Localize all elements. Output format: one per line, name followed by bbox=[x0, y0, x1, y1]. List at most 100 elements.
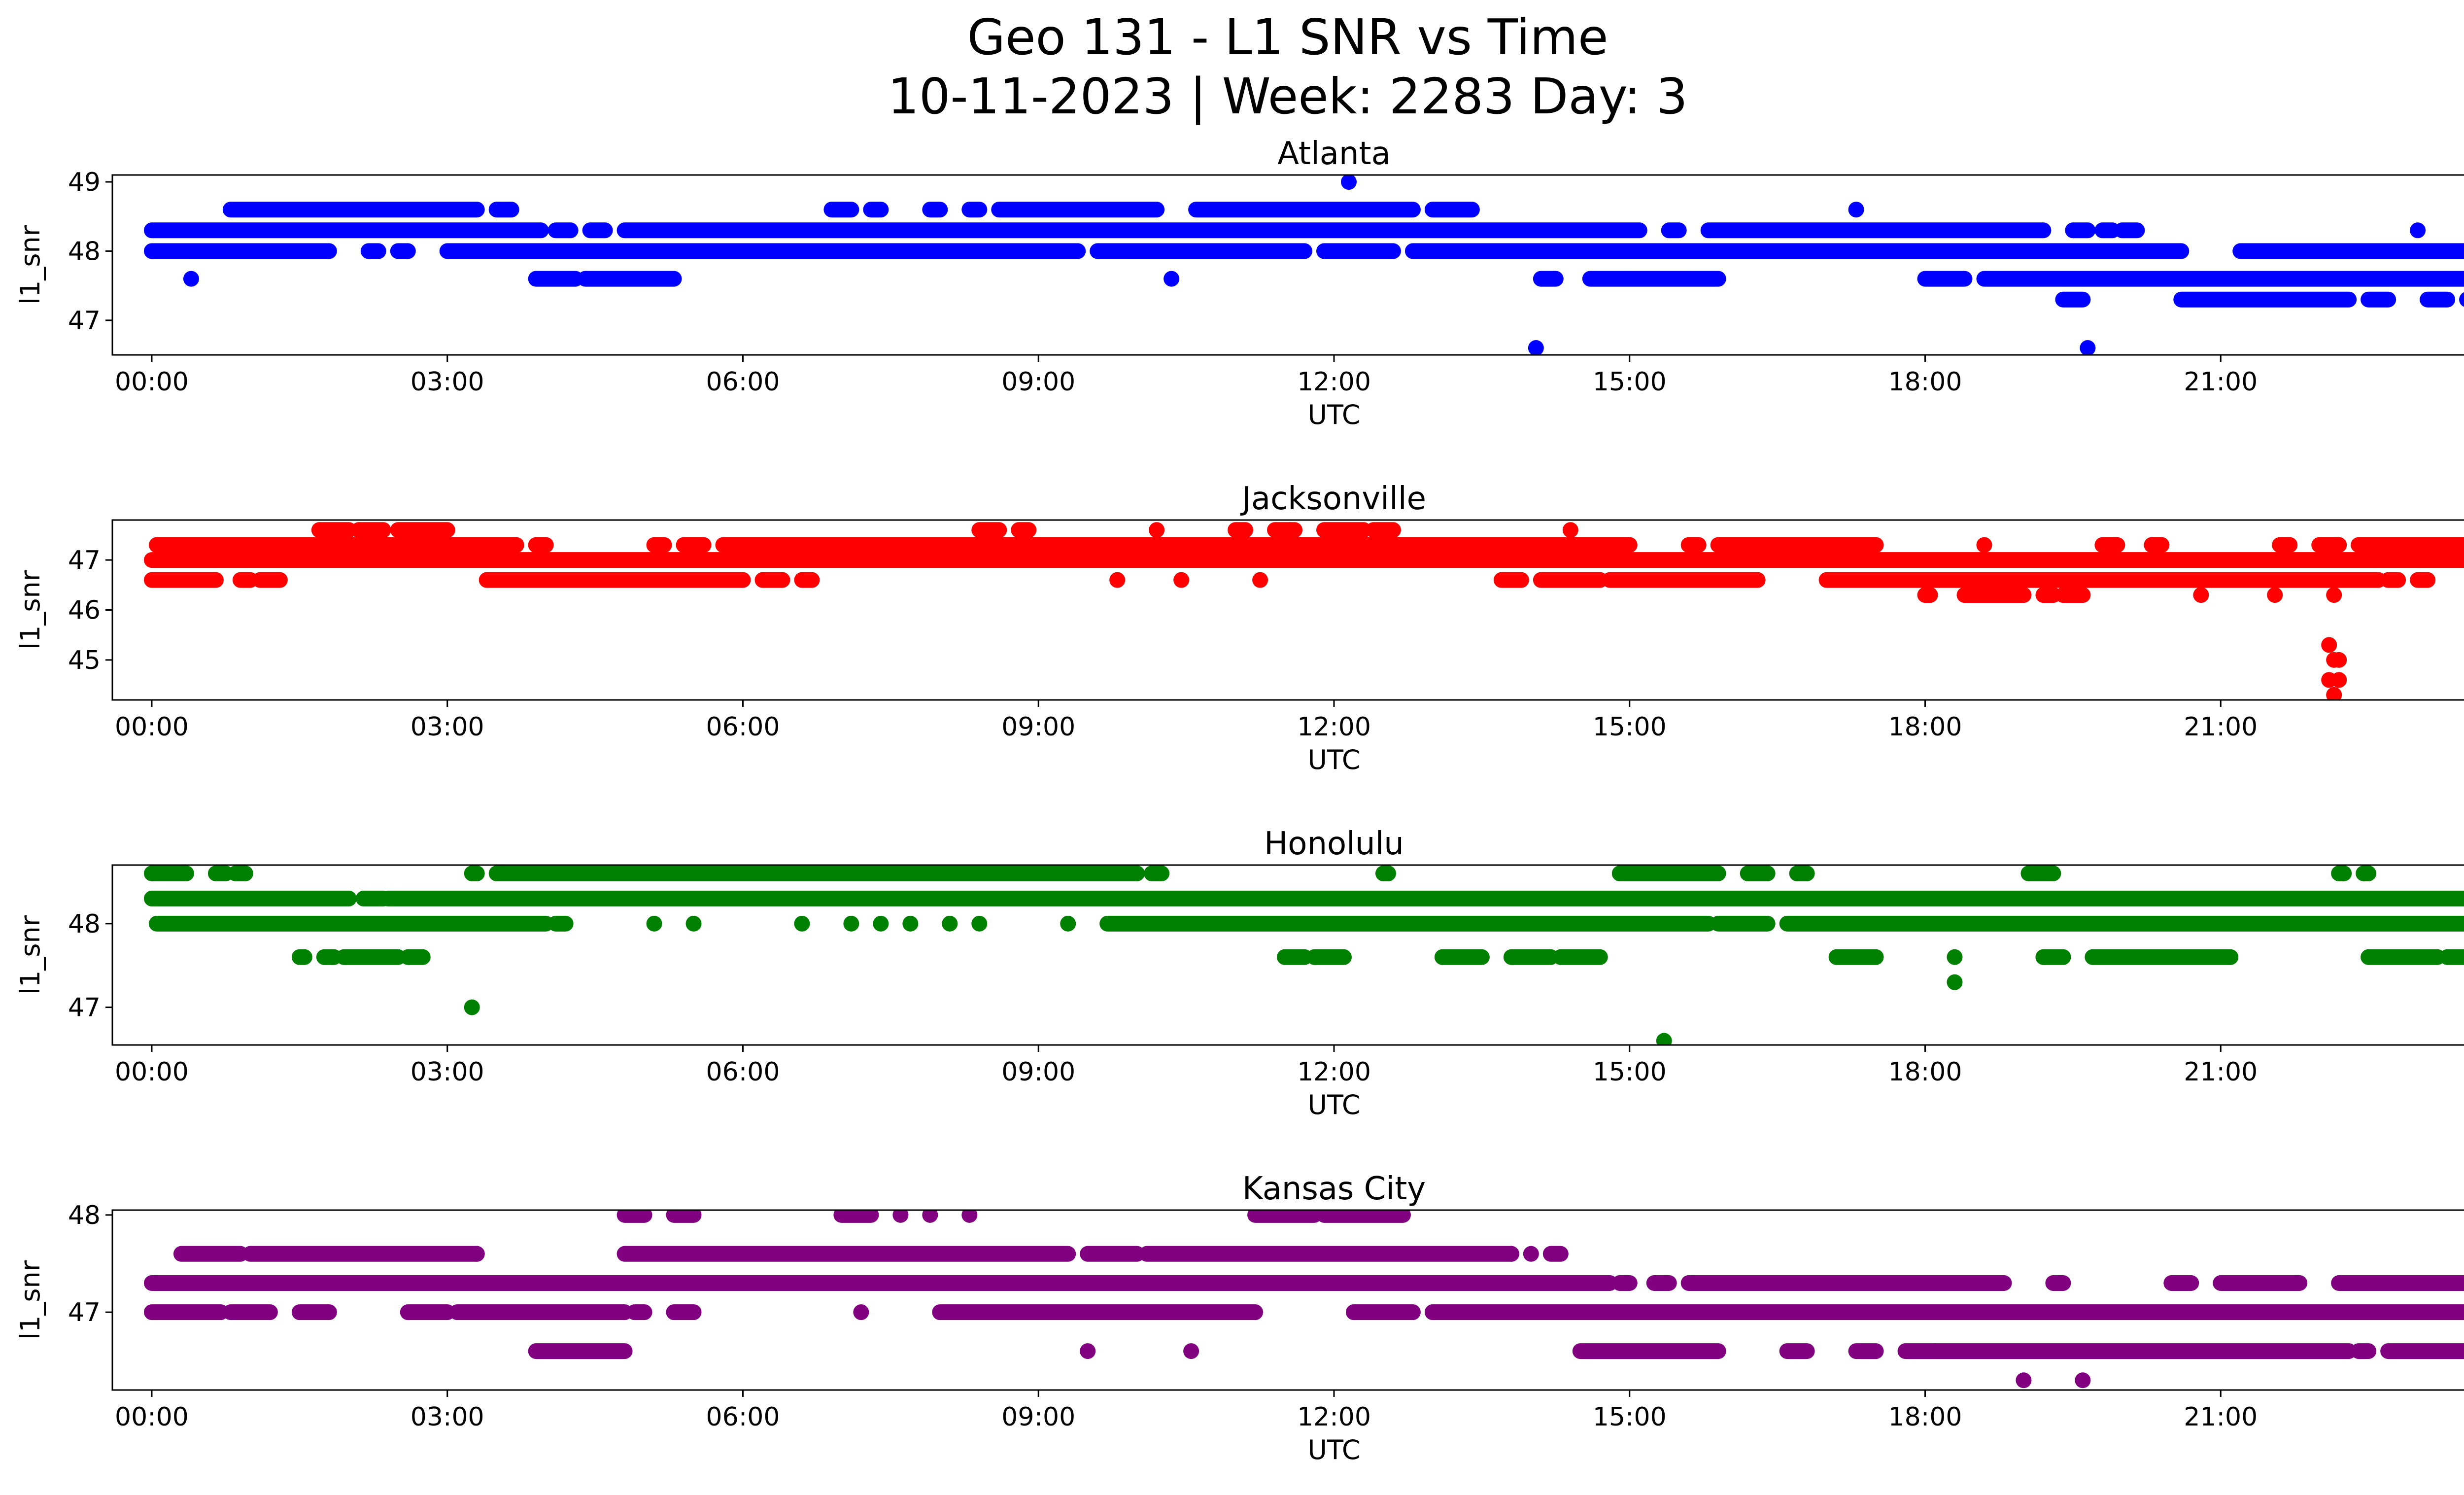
x-tick-label-jacksonville-2: 06:00 bbox=[706, 712, 780, 742]
data-point-atlanta-4 bbox=[1848, 202, 1864, 218]
x-tick-label-atlanta-3: 09:00 bbox=[1001, 367, 1075, 397]
data-point-jacksonville-15 bbox=[2326, 587, 2342, 603]
x-tick-label-atlanta-6: 18:00 bbox=[1888, 367, 1962, 397]
x-tick-label-jacksonville-7: 21:00 bbox=[2184, 712, 2258, 742]
x-tick-label-honolulu-1: 03:00 bbox=[411, 1057, 484, 1087]
scatter-points-honolulu bbox=[143, 865, 2464, 1045]
data-point-jacksonville-9 bbox=[2321, 637, 2337, 653]
data-point-jacksonville-1 bbox=[1149, 522, 1165, 538]
data-point-kansas-city-5 bbox=[1080, 1343, 1096, 1359]
y-tick-label-jacksonville-1: 46 bbox=[68, 596, 101, 626]
data-point-kansas-city-0 bbox=[469, 1246, 485, 1262]
x-tick-label-atlanta-7: 21:00 bbox=[2184, 367, 2258, 397]
data-point-kansas-city-8 bbox=[1523, 1246, 1539, 1262]
data-point-jacksonville-6 bbox=[1976, 537, 1992, 553]
data-point-kansas-city-4 bbox=[961, 1210, 978, 1223]
x-tick-label-honolulu-6: 18:00 bbox=[1888, 1057, 1962, 1087]
y-tick-label-atlanta-2: 49 bbox=[68, 168, 101, 197]
x-tick-label-jacksonville-5: 15:00 bbox=[1593, 712, 1667, 742]
x-tick-label-kansas-city-4: 12:00 bbox=[1297, 1402, 1371, 1432]
axes-frame-kansas-city bbox=[111, 1209, 2464, 1391]
x-tick-label-kansas-city-7: 21:00 bbox=[2184, 1402, 2258, 1432]
x-tick-label-jacksonville-6: 18:00 bbox=[1888, 712, 1962, 742]
subplot-title-atlanta: Atlanta bbox=[1277, 136, 1391, 172]
x-tick-label-kansas-city-3: 09:00 bbox=[1001, 1402, 1075, 1432]
x-tick-label-kansas-city-1: 03:00 bbox=[411, 1402, 484, 1432]
data-point-honolulu-5 bbox=[873, 915, 889, 932]
scatter-points-atlanta bbox=[143, 175, 2464, 355]
scatter-points-kansas-city bbox=[143, 1210, 2464, 1389]
y-tick-label-honolulu-0: 47 bbox=[68, 993, 101, 1023]
subplot-kansas-city: Kansas City 00:00 03:00 06:00 09:00 12:00 15:0… bbox=[15, 1171, 2464, 1465]
data-point-honolulu-9 bbox=[1060, 915, 1076, 932]
x-tick-label-atlanta-0: 00:00 bbox=[115, 367, 189, 397]
data-point-jacksonville-7 bbox=[2193, 587, 2209, 603]
data-point-jacksonville-2 bbox=[1173, 572, 1190, 588]
subplot-jacksonville: Jacksonville 00:00 03:00 06:00 09:00 12:00 15:… bbox=[15, 481, 2464, 775]
x-tick-label-kansas-city-5: 15:00 bbox=[1593, 1402, 1667, 1432]
x-tick-label-honolulu-0: 00:00 bbox=[115, 1057, 189, 1087]
data-point-honolulu-11 bbox=[1947, 949, 1963, 965]
data-point-jacksonville-4 bbox=[1282, 522, 1298, 538]
subplot-title-honolulu: Honolulu bbox=[1264, 826, 1404, 862]
data-point-jacksonville-13 bbox=[2331, 672, 2347, 688]
y-axis-label-honolulu: l1_snr bbox=[15, 915, 46, 995]
data-point-honolulu-1 bbox=[646, 915, 662, 932]
x-tick-label-honolulu-4: 12:00 bbox=[1297, 1057, 1371, 1087]
x-axis-label-kansas-city: UTC bbox=[1307, 1434, 1360, 1465]
data-point-atlanta-5 bbox=[2080, 340, 2096, 355]
data-point-honolulu-2 bbox=[685, 915, 702, 932]
y-tick-label-atlanta-0: 47 bbox=[68, 306, 101, 336]
x-tick-label-kansas-city-0: 00:00 bbox=[115, 1402, 189, 1432]
data-point-kansas-city-6 bbox=[1183, 1343, 1199, 1359]
data-point-jacksonville-14 bbox=[2326, 687, 2342, 700]
x-axis-label-atlanta: UTC bbox=[1307, 399, 1360, 430]
data-point-jacksonville-3 bbox=[1252, 572, 1268, 588]
subplot-title-kansas-city: Kansas City bbox=[1242, 1171, 1426, 1207]
x-axis-label-honolulu: UTC bbox=[1307, 1089, 1360, 1120]
figure-title-line2: 10-11-2023 | Week: 2283 Day: 3 bbox=[888, 68, 1687, 125]
data-point-honolulu-4 bbox=[843, 915, 859, 932]
data-point-honolulu-10 bbox=[1656, 1033, 1672, 1045]
x-tick-label-kansas-city-2: 06:00 bbox=[706, 1402, 780, 1432]
y-tick-label-jacksonville-0: 45 bbox=[68, 646, 101, 675]
subplot-atlanta: Atlanta 00:00 03:00 06:00 09:00 12:00 15:00 18:… bbox=[15, 136, 2464, 430]
data-point-kansas-city-10 bbox=[2075, 1372, 2091, 1389]
data-point-honolulu-0 bbox=[464, 999, 480, 1015]
data-point-kansas-city-9 bbox=[2016, 1372, 2032, 1389]
x-tick-label-jacksonville-1: 03:00 bbox=[411, 712, 484, 742]
data-point-atlanta-3 bbox=[1528, 340, 1544, 355]
subplot-honolulu: Honolulu 00:00 03:00 06:00 09:00 12:00 15:00 18… bbox=[15, 826, 2464, 1120]
x-tick-label-honolulu-7: 21:00 bbox=[2184, 1057, 2258, 1087]
x-tick-label-atlanta-2: 06:00 bbox=[706, 367, 780, 397]
data-point-jacksonville-5 bbox=[1562, 522, 1578, 538]
data-point-honolulu-7 bbox=[942, 915, 958, 932]
x-tick-label-kansas-city-6: 18:00 bbox=[1888, 1402, 1962, 1432]
scatter-points-jacksonville bbox=[143, 522, 2464, 700]
y-tick-label-kansas-city-0: 47 bbox=[68, 1298, 101, 1327]
y-tick-label-atlanta-1: 48 bbox=[68, 237, 101, 266]
x-axis-label-jacksonville: UTC bbox=[1307, 744, 1360, 775]
data-point-jacksonville-8 bbox=[2267, 587, 2283, 603]
data-point-honolulu-3 bbox=[794, 915, 810, 932]
data-point-honolulu-12 bbox=[1947, 974, 1963, 990]
y-axis-label-kansas-city: l1_snr bbox=[15, 1260, 46, 1340]
data-point-atlanta-0 bbox=[183, 271, 199, 287]
data-point-atlanta-1 bbox=[1164, 271, 1180, 287]
data-point-kansas-city-7 bbox=[1503, 1246, 1519, 1262]
y-tick-label-jacksonville-2: 47 bbox=[68, 546, 101, 575]
data-point-kansas-city-3 bbox=[922, 1210, 938, 1223]
x-tick-label-honolulu-2: 06:00 bbox=[706, 1057, 780, 1087]
data-point-honolulu-8 bbox=[971, 915, 988, 932]
data-point-jacksonville-11 bbox=[2331, 652, 2347, 668]
figure-title-line1: Geo 131 - L1 SNR vs Time bbox=[967, 8, 1608, 66]
data-point-atlanta-2 bbox=[1340, 175, 1357, 190]
data-point-kansas-city-1 bbox=[853, 1304, 869, 1321]
y-axis-label-atlanta: l1_snr bbox=[15, 225, 46, 305]
x-tick-label-honolulu-5: 15:00 bbox=[1593, 1057, 1667, 1087]
x-tick-label-jacksonville-3: 09:00 bbox=[1001, 712, 1075, 742]
subplots: Atlanta 00:00 03:00 06:00 09:00 12:00 15:00 18:… bbox=[15, 136, 2464, 1465]
data-point-jacksonville-0 bbox=[1109, 572, 1126, 588]
data-point-atlanta-6 bbox=[2410, 222, 2426, 239]
